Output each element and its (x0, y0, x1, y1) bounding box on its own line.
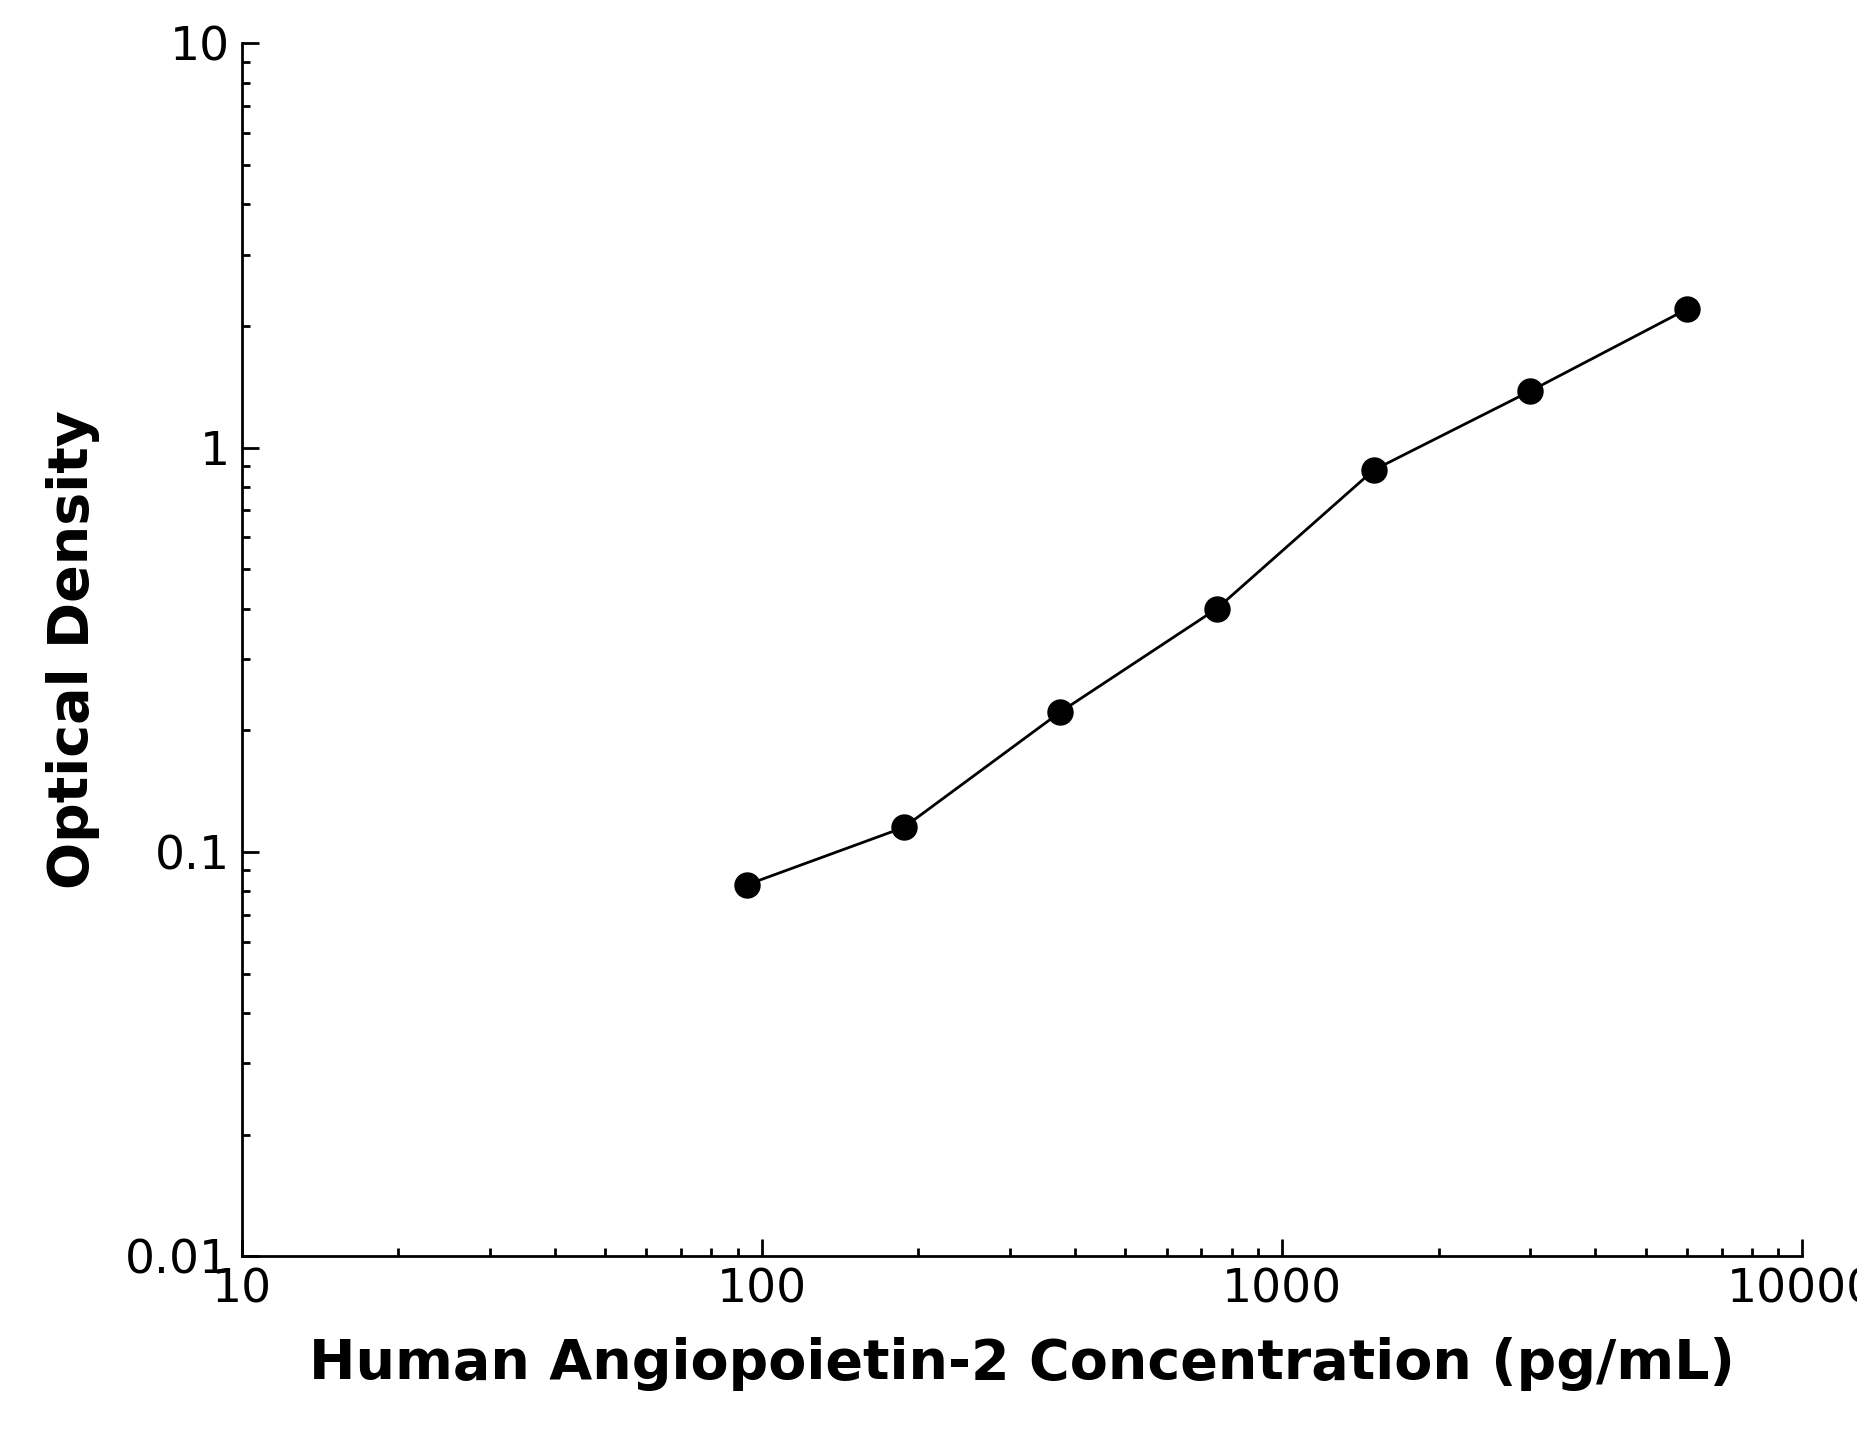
X-axis label: Human Angiopoietin-2 Concentration (pg/mL): Human Angiopoietin-2 Concentration (pg/m… (308, 1337, 1734, 1392)
Y-axis label: Optical Density: Optical Density (46, 410, 100, 890)
